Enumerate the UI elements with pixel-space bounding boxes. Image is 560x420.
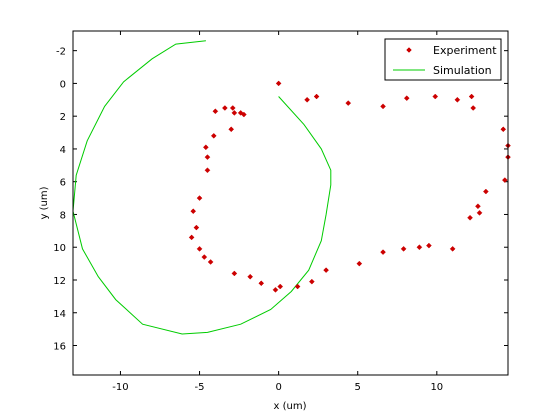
y-tick-label: 10: [53, 243, 66, 254]
experiment-point: [345, 100, 352, 106]
y-tick-label: 2: [60, 112, 66, 123]
experiment-point: [212, 108, 219, 115]
experiment-point: [231, 110, 238, 116]
experiment-point: [201, 254, 208, 260]
experiment-point: [426, 242, 432, 249]
experiment-point: [468, 93, 475, 100]
experiment-point: [207, 259, 214, 265]
y-tick-label: 16: [53, 342, 66, 353]
experiment-point: [247, 273, 254, 280]
y-tick-label: 12: [53, 276, 66, 287]
experiment-point: [304, 96, 310, 103]
x-tick-label: -5: [195, 382, 205, 393]
plot-frame: [72, 30, 509, 376]
experiment-point: [501, 177, 508, 183]
x-tick-label: 5: [355, 382, 361, 393]
experiment-point: [416, 244, 423, 251]
experiment-point: [228, 126, 235, 133]
legend-marker-diamond: [406, 47, 412, 53]
experiment-point: [403, 95, 410, 102]
experiment-point: [467, 214, 473, 221]
experiment-point: [277, 283, 284, 290]
experiment-point: [432, 93, 439, 100]
legend-box: [384, 38, 502, 81]
experiment-point: [313, 93, 320, 100]
y-axis-label: y (um): [39, 186, 50, 219]
experiment-point: [275, 80, 282, 87]
y-tick-label: -2: [56, 47, 66, 58]
experiment-point: [222, 105, 228, 111]
experiment-series: [188, 80, 511, 293]
legend-experiment-label: Experiment: [433, 44, 497, 57]
experiment-point: [204, 167, 211, 174]
simulation-line: [72, 40, 332, 335]
x-tick-label: 10: [430, 382, 443, 393]
experiment-point: [483, 188, 489, 195]
experiment-point: [356, 260, 363, 267]
legend-simulation-label: Simulation: [433, 64, 492, 77]
experiment-point: [188, 234, 195, 241]
experiment-point: [258, 280, 265, 287]
experiment-point: [229, 105, 236, 111]
plot-area: [73, 31, 508, 375]
experiment-point: [231, 270, 238, 277]
experiment-point: [380, 249, 386, 255]
experiment-point: [475, 203, 481, 210]
simulation-series: [72, 40, 332, 335]
experiment-point: [196, 246, 203, 252]
experiment-point: [190, 208, 197, 215]
experiment-point: [203, 144, 209, 151]
x-axis-label: x (um): [274, 401, 307, 412]
y-tick-label: 4: [60, 145, 66, 156]
legend-experiment-marker: [406, 47, 412, 53]
experiment-point: [210, 132, 217, 139]
experiment-point: [454, 96, 461, 103]
experiment-point: [309, 278, 315, 285]
experiment-point: [196, 195, 203, 201]
experiment-point: [272, 286, 279, 293]
experiment-point: [323, 267, 329, 274]
x-tick-label: 0: [275, 382, 281, 393]
y-tick-label: 6: [60, 178, 66, 189]
y-tick-label: 0: [60, 79, 66, 90]
y-tick-label: 8: [60, 210, 66, 221]
experiment-point: [240, 111, 247, 118]
experiment-point: [400, 246, 407, 252]
legend: Experiment Simulation: [384, 38, 502, 81]
experiment-point: [380, 103, 386, 110]
x-tick-label: -10: [112, 382, 128, 393]
experiment-point: [193, 224, 200, 231]
experiment-point: [449, 246, 456, 252]
experiment-point: [204, 154, 211, 160]
experiment-point: [294, 283, 301, 290]
experiment-point: [476, 209, 483, 216]
x-axis-ticks: -10 -5 0 5 10: [112, 31, 443, 393]
y-tick-label: 14: [53, 309, 66, 320]
experiment-point: [500, 126, 507, 133]
experiment-point: [470, 105, 477, 111]
